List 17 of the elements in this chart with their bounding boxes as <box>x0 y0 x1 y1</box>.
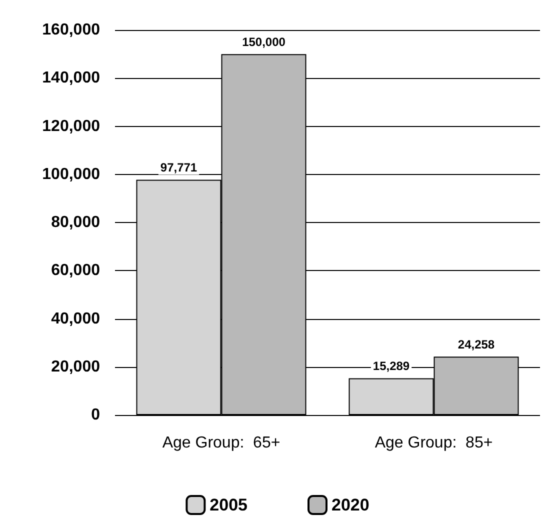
y-tick-label: 160,000 <box>42 22 100 38</box>
y-tick-label: 40,000 <box>51 310 100 328</box>
y-tick-label: 100,000 <box>42 166 100 183</box>
y-tick-label: 80,000 <box>51 214 100 231</box>
x-tick-label: Age Group: 65+ <box>162 434 280 452</box>
y-tick-label: 120,000 <box>42 118 100 135</box>
x-tick-label: Age Group: 85+ <box>374 434 493 452</box>
legend-label: 2020 <box>332 496 370 514</box>
legend-label: 2005 <box>210 496 248 514</box>
y-tick-label: 20,000 <box>51 358 100 376</box>
y-tick-label: 140,000 <box>42 70 100 87</box>
data-label: 97,771 <box>160 160 198 175</box>
data-label: 15,289 <box>372 359 410 374</box>
data-label: 150,000 <box>242 35 286 50</box>
data-label: 24,258 <box>458 338 495 352</box>
y-tick-label: 0 <box>91 406 100 424</box>
y-tick-label: 60,000 <box>51 262 100 280</box>
